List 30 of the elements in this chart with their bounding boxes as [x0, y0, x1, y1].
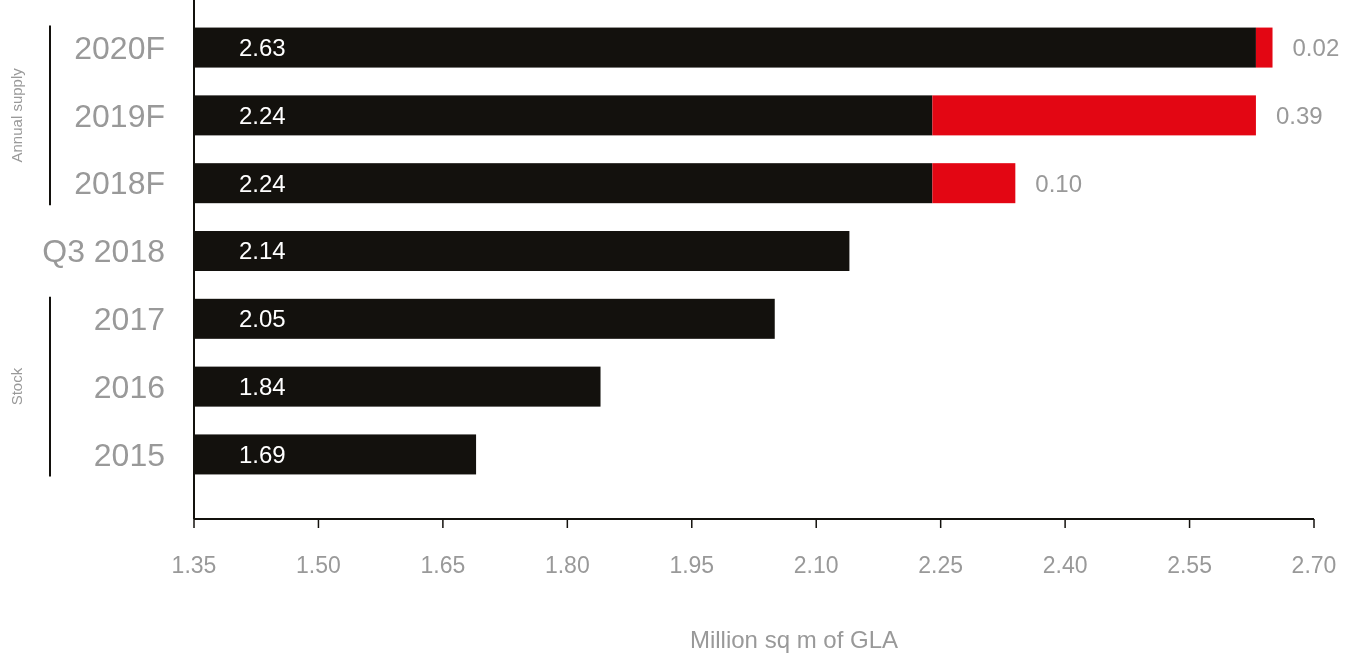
data-label: 2.05 — [239, 305, 286, 333]
text: Stock — [8, 367, 25, 406]
text: Annual supply — [8, 67, 25, 163]
y-tick-label: 2018F — [74, 165, 165, 202]
y-tick-label: Q3 2018 — [42, 233, 165, 270]
data-label: 0.39 — [1275, 101, 1323, 129]
y-tick-label: 2019F — [74, 97, 165, 134]
data-label: 0.02 — [1292, 33, 1340, 61]
y-tick-label: 2015 — [93, 436, 165, 473]
x-tick-label: 2.40 — [1042, 552, 1088, 578]
y-tick-label: 2020F — [74, 29, 165, 66]
data-label: 1.84 — [239, 373, 286, 401]
x-tick-label: 1.65 — [420, 552, 466, 578]
x-tick-label: 1.80 — [544, 552, 590, 578]
x-axis-title: Million sq m of GLA — [689, 626, 899, 653]
data-label: 2.14 — [239, 237, 286, 265]
data-label: 1.69 — [239, 440, 286, 468]
x-tick-label: 1.50 — [296, 552, 341, 578]
x-tick-label: 2.70 — [1291, 552, 1337, 578]
x-tick-label: 1.35 — [171, 552, 217, 578]
x-tick-label: 2.25 — [918, 552, 964, 578]
y-tick-label: 2017 — [93, 301, 165, 338]
x-tick-label: 1.95 — [669, 552, 715, 578]
x-tick-label: 2.10 — [793, 552, 839, 578]
data-label: 0.10 — [1035, 169, 1083, 197]
data-label: 2.24 — [239, 169, 286, 197]
y-tick-label: 2016 — [93, 368, 165, 405]
x-tick-label: 2.55 — [1167, 552, 1212, 578]
data-label: 2.24 — [239, 101, 286, 129]
data-label: 2.63 — [239, 33, 286, 61]
